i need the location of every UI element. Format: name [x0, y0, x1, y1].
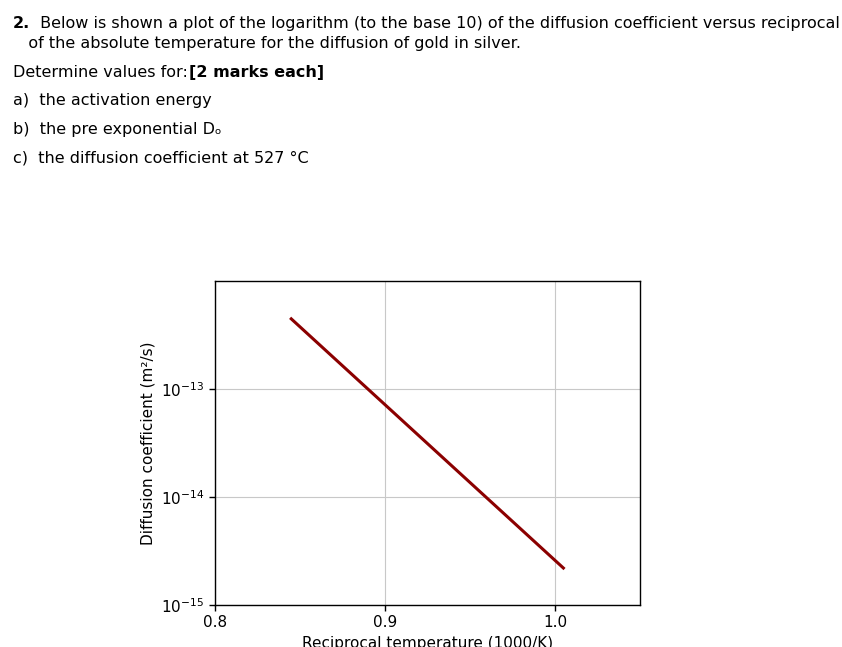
Text: c)  the diffusion coefficient at 527 °C: c) the diffusion coefficient at 527 °C [13, 150, 308, 165]
Y-axis label: Diffusion coefficient (m²/s): Diffusion coefficient (m²/s) [141, 342, 155, 545]
Text: a)  the activation energy: a) the activation energy [13, 93, 211, 108]
Text: [2 marks each]: [2 marks each] [189, 65, 323, 80]
Text: b)  the pre exponential Dₒ: b) the pre exponential Dₒ [13, 122, 221, 137]
X-axis label: Reciprocal temperature (1000/K): Reciprocal temperature (1000/K) [301, 636, 553, 647]
Text: of the absolute temperature for the diffusion of gold in silver.: of the absolute temperature for the diff… [13, 36, 520, 50]
Text: 2.: 2. [13, 16, 29, 31]
Text: Below is shown a plot of the logarithm (to the base 10) of the diffusion coeffic: Below is shown a plot of the logarithm (… [35, 16, 840, 31]
Text: Determine values for:: Determine values for: [13, 65, 193, 80]
